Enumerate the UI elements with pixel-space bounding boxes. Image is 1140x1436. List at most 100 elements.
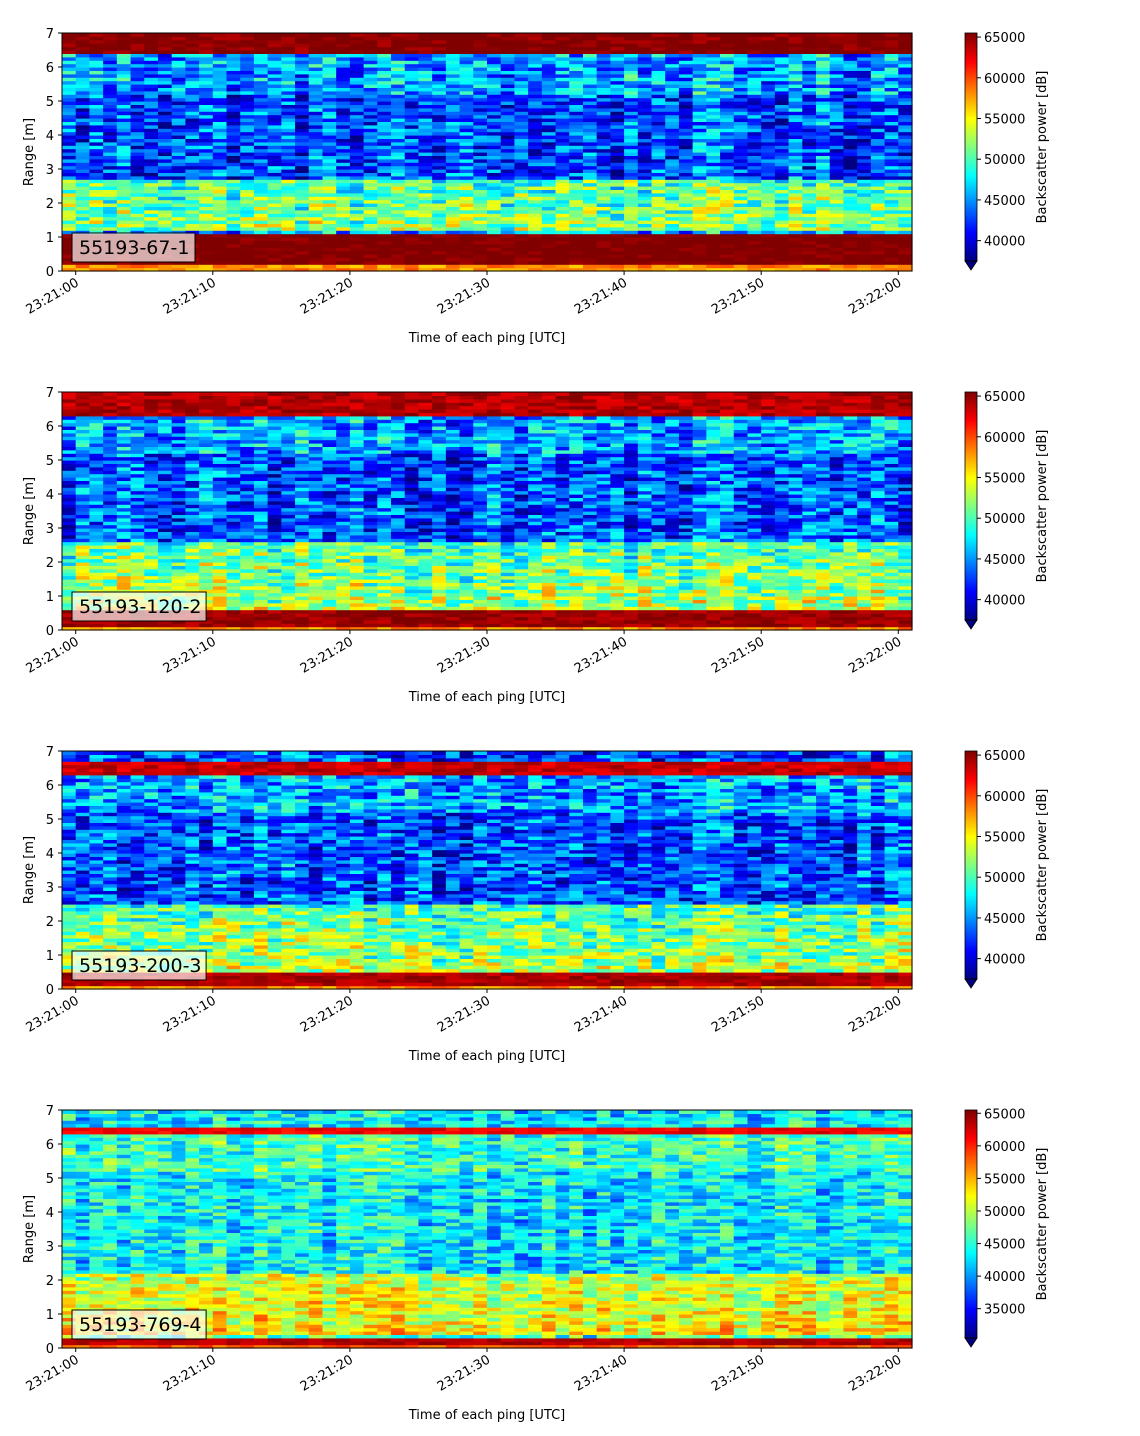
heatmap-cell [747,216,762,221]
heatmap-cell [487,158,502,163]
heatmap-cell [240,257,255,262]
heatmap-cell [459,226,474,231]
heatmap-cell [363,192,378,197]
heatmap-cell [212,179,228,184]
heatmap-cell [487,165,502,170]
heatmap-cell [199,203,214,207]
heatmap-cell [116,186,132,190]
heatmap-cell [240,124,255,129]
heatmap-cell [171,67,186,71]
heatmap-cell [610,226,625,231]
heatmap-cell [116,73,132,78]
heatmap-cell [267,254,282,258]
heatmap-cell [199,101,214,105]
heatmap-cell [281,60,296,65]
heatmap-cell [185,80,200,85]
heatmap-cell [418,264,433,269]
heatmap-cell [336,189,351,194]
heatmap-cell [130,226,145,231]
heatmap-cell [171,60,186,65]
heatmap-cell [569,264,584,269]
heatmap-cell [157,107,173,112]
heatmap-cell [89,77,104,82]
heatmap-cell [281,141,296,146]
heatmap-cell [171,155,186,160]
heatmap-cell [610,209,625,214]
heatmap-cell [747,233,762,238]
heatmap-cell [295,97,310,102]
heatmap-cell [391,182,406,187]
heatmap-cell [171,145,186,150]
heatmap-cell [295,107,310,112]
heatmap-cell [336,135,351,139]
heatmap-cell [185,175,200,180]
heatmap-cell [240,131,255,136]
heatmap-cell [199,87,214,92]
heatmap-cell [89,90,104,95]
heatmap-cell [185,63,200,68]
heatmap-cell [253,107,269,112]
heatmap-cell [322,220,337,224]
heatmap-cell [212,267,228,272]
heatmap-cell [528,158,543,163]
heatmap-cell [253,179,269,184]
heatmap-cell [308,237,324,241]
heatmap-cell [665,250,680,255]
heatmap-cell [720,175,735,180]
heatmap-cell [144,203,159,207]
heatmap-cell [253,114,269,119]
heatmap-cell [240,50,255,54]
heatmap-cell [363,131,378,136]
heatmap-cell [322,257,337,262]
heatmap-cell [582,199,598,204]
heatmap-cell [199,97,214,102]
heatmap-cell [253,216,269,221]
heatmap-cell [116,114,132,119]
heatmap-cell [898,243,913,248]
heatmap-cell [103,33,118,37]
heatmap-cell [295,152,310,156]
heatmap-cell [295,162,310,167]
heatmap-cell [473,250,488,255]
heatmap-cell [624,250,639,255]
heatmap-cell [761,182,776,187]
heatmap-cell [240,73,255,78]
heatmap-cell [843,199,858,204]
heatmap-cell [240,216,255,221]
heatmap-cell [528,182,543,187]
heatmap-cell [116,264,132,269]
heatmap-cell [596,165,611,170]
heatmap-cell [267,36,282,41]
heatmap-cell [240,213,255,218]
heatmap-cell [569,158,584,163]
heatmap-cell [418,233,433,238]
heatmap-cell [816,233,831,238]
heatmap-cell [555,33,570,37]
heatmap-cell [240,145,255,150]
heatmap-cell [582,216,598,221]
heatmap-cell [226,250,241,255]
heatmap-cell [487,33,502,37]
heatmap-cell [253,152,269,156]
heatmap-cell [432,243,447,248]
heatmap-cell [103,131,118,136]
heatmap-cell [459,233,474,238]
heatmap-cell [130,145,145,150]
heatmap-cell [116,77,132,82]
heatmap-cell [103,80,118,85]
heatmap-cell [171,114,186,119]
heatmap-cell [240,56,255,61]
heatmap-cell [226,39,241,44]
heatmap-cell [624,209,639,214]
heatmap-cell [541,33,557,37]
heatmap-cell [336,254,351,258]
heatmap-cell [253,162,269,167]
heatmap-cell [130,487,145,492]
heatmap-cell [308,148,324,153]
heatmap-cell [171,179,186,184]
heatmap-cell [596,226,611,231]
heatmap-cell [816,131,831,136]
heatmap-cell [637,141,653,146]
heatmap-cell [267,240,282,245]
heatmap-cell [240,67,255,71]
